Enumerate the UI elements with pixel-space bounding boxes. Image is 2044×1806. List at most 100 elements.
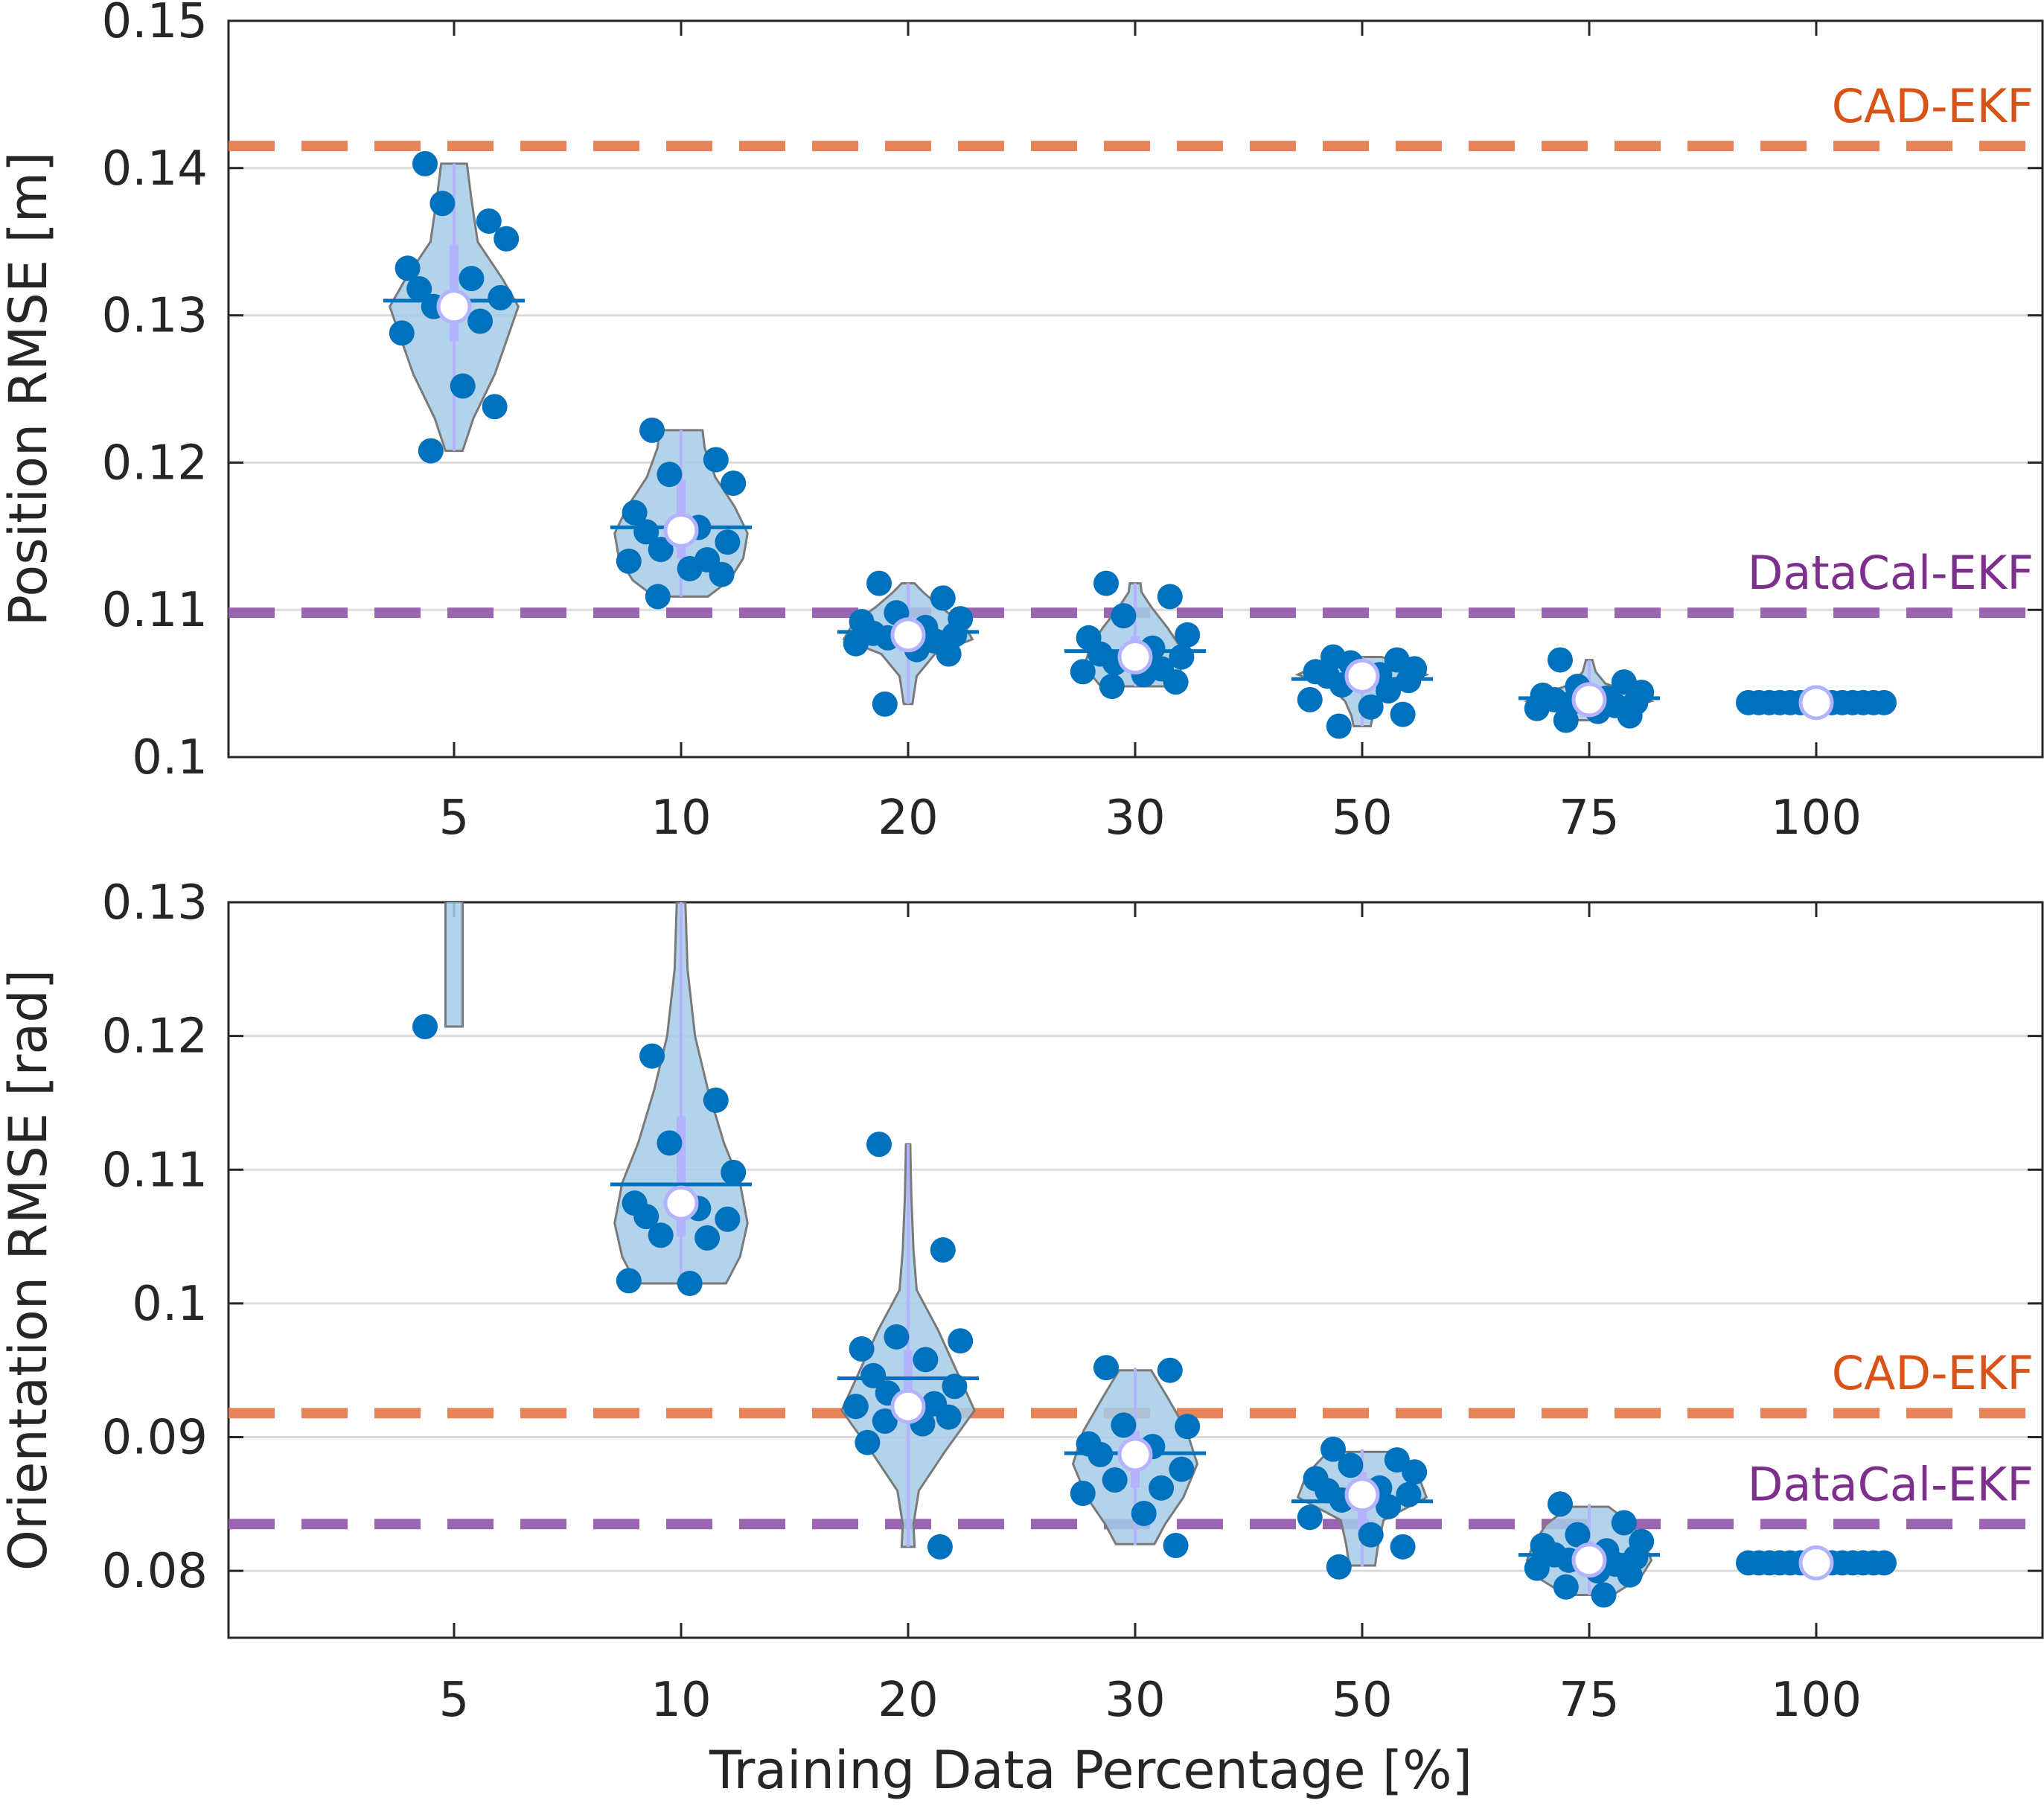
data-point <box>866 1132 892 1158</box>
data-point <box>1338 1452 1364 1478</box>
x-tick-label: 75 <box>1559 1673 1619 1728</box>
x-tick-label: 5 <box>439 791 470 846</box>
y-tick-label: 0.08 <box>102 1544 208 1599</box>
data-point <box>930 585 956 611</box>
y-axis-title: Orientation RMSE [rad] <box>0 969 59 1571</box>
y-tick-label: 0.12 <box>102 435 208 491</box>
data-point <box>709 561 735 587</box>
y-tick-label: 0.1 <box>132 730 208 785</box>
data-point <box>1169 1456 1195 1482</box>
data-point <box>1070 659 1096 685</box>
data-point <box>1553 707 1579 733</box>
reference-label-cad-ekf: CAD-EKF <box>1832 79 2034 133</box>
data-point <box>843 1394 869 1420</box>
y-tick-label: 0.15 <box>102 0 208 49</box>
data-point <box>622 500 648 526</box>
data-point <box>884 1324 910 1350</box>
data-point <box>677 1270 703 1296</box>
data-point <box>1396 1481 1422 1507</box>
y-tick-label: 0.1 <box>132 1277 208 1332</box>
data-point <box>1617 1562 1643 1588</box>
orientation-rmse-panel: 0.08 0.09 0.1 0.11 0.12 0.13 5 10 20 30 50 75 100 Ori… <box>0 875 2044 1801</box>
data-point <box>1088 1441 1114 1467</box>
data-point <box>467 308 494 334</box>
data-point <box>657 462 683 488</box>
data-point <box>1099 674 1125 700</box>
plot-area <box>229 141 2043 739</box>
data-point <box>633 519 659 545</box>
y-axis-title: Position RMSE [m] <box>0 152 59 627</box>
data-point <box>1093 1355 1119 1381</box>
x-tick-label: 5 <box>439 1673 470 1728</box>
data-point <box>1320 1436 1346 1462</box>
data-point <box>855 1429 881 1455</box>
data-point <box>1169 644 1195 670</box>
median-marker <box>663 512 699 548</box>
violin-group-30 <box>1064 1355 1206 1559</box>
data-point <box>494 226 520 252</box>
data-point <box>703 1087 729 1113</box>
data-point <box>645 584 671 610</box>
data-point <box>1111 603 1137 629</box>
median-marker <box>1117 1437 1153 1472</box>
x-axis-title: Training Data Percentage [%] <box>709 1740 1472 1801</box>
data-point <box>1297 686 1323 712</box>
data-point <box>1402 1459 1428 1485</box>
data-point <box>872 1408 898 1434</box>
data-point <box>450 373 476 399</box>
data-point <box>1611 1510 1637 1536</box>
data-point <box>459 266 485 292</box>
y-tick-label: 0.11 <box>102 583 208 638</box>
data-point <box>930 1237 956 1263</box>
data-point <box>1157 584 1183 610</box>
data-point <box>1175 1414 1201 1440</box>
data-point <box>721 470 747 497</box>
median-marker <box>1344 1477 1380 1513</box>
median-marker <box>1798 685 1834 721</box>
violin-group-50 <box>1291 644 1433 739</box>
data-point <box>849 1336 875 1362</box>
data-point <box>1163 669 1189 695</box>
data-point <box>942 1373 968 1400</box>
data-point <box>1093 570 1119 596</box>
data-point <box>1396 668 1422 694</box>
x-tick-label: 100 <box>1771 791 1862 846</box>
data-point <box>860 1362 887 1388</box>
median-marker <box>890 1388 926 1424</box>
data-point <box>677 555 703 581</box>
data-point <box>1390 701 1416 727</box>
violin-group-5 <box>412 902 464 1040</box>
data-point <box>406 275 432 301</box>
violin-group-20 <box>837 570 979 717</box>
data-point <box>1376 677 1402 703</box>
data-point <box>1175 622 1201 648</box>
data-point <box>721 1159 747 1185</box>
data-point <box>1297 1505 1323 1531</box>
data-point <box>913 1347 939 1373</box>
data-point <box>639 417 665 443</box>
position-rmse-panel: 0.1 0.11 0.12 0.13 0.14 0.15 5 10 20 30 50 75 100 Pos… <box>0 0 2044 846</box>
median-marker <box>1344 658 1380 694</box>
data-point <box>389 320 415 346</box>
data-point <box>418 438 444 464</box>
data-point <box>639 1043 665 1069</box>
data-point <box>942 622 968 648</box>
data-point <box>1617 703 1643 729</box>
data-point <box>1871 689 1897 715</box>
data-point <box>482 394 508 420</box>
median-marker <box>1798 1545 1834 1580</box>
data-point <box>616 1268 642 1294</box>
plot-area <box>229 902 2043 1608</box>
data-point <box>948 1328 974 1354</box>
data-point <box>648 537 674 563</box>
data-point <box>1376 1493 1402 1519</box>
data-point <box>927 1534 953 1560</box>
violin-group-50 <box>1291 1436 1433 1580</box>
reference-label-cad-ekf: CAD-EKF <box>1832 1346 2034 1400</box>
x-tick-label: 10 <box>651 791 711 846</box>
violin-group-75 <box>1518 1491 1660 1608</box>
violin-group-30 <box>1064 570 1206 700</box>
reference-label-datacal-ekf: DataCal-EKF <box>1748 546 2034 600</box>
data-point <box>1524 695 1550 721</box>
